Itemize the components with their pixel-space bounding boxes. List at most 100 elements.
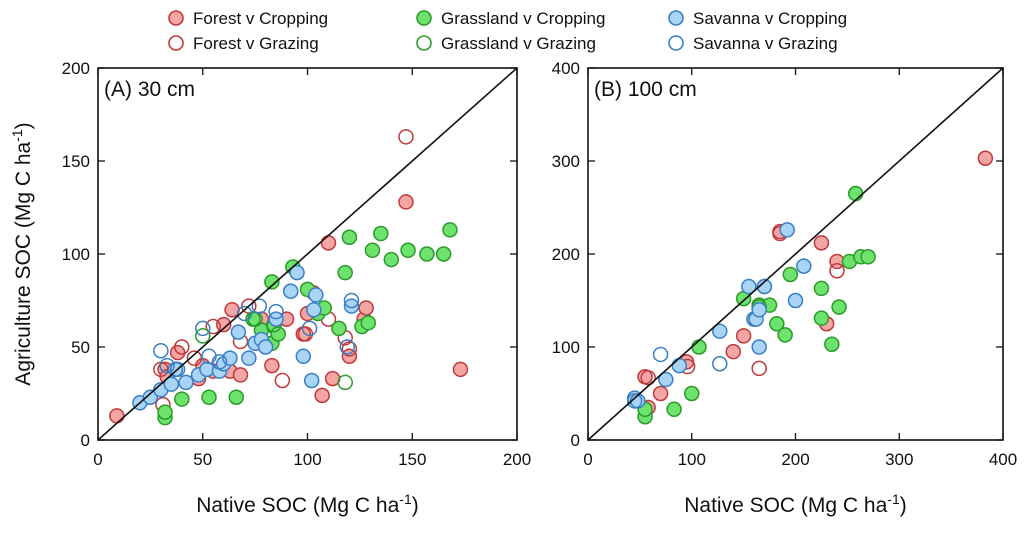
one-to-one-line [97, 67, 518, 441]
data-point [205, 318, 221, 335]
data-point [442, 222, 458, 238]
panel-title: (A) 30 cm [104, 78, 195, 101]
data-point [224, 302, 240, 318]
data-point [671, 357, 688, 374]
data-point [195, 320, 211, 337]
data-point [232, 367, 249, 383]
data-point [796, 258, 812, 274]
one-to-one-line [587, 67, 1004, 441]
x-tick-label: 400 [989, 450, 1017, 469]
data-point [236, 305, 253, 322]
x-tick-label: 300 [885, 450, 913, 469]
legend: Forest v Cropping Forest v Grazing Grassla… [168, 9, 847, 53]
data-point [373, 225, 389, 242]
data-point [142, 389, 159, 405]
y-tick-label: 0 [81, 431, 90, 450]
data-point [860, 249, 876, 265]
data-point [756, 278, 773, 295]
data-point [626, 393, 643, 409]
data-point [712, 355, 728, 372]
data-point [779, 222, 795, 238]
legend-marker [416, 10, 432, 26]
legend-marker [416, 35, 432, 51]
legend-label: Grassland v Cropping [441, 9, 605, 28]
data-point [343, 292, 360, 309]
x-tick-label: 200 [781, 450, 809, 469]
data-point [364, 242, 381, 259]
y-axis-label-main: Agriculture SOC (Mg C ha [12, 141, 35, 385]
legend-label: Savanna v Grazing [693, 34, 838, 53]
data-point [640, 369, 656, 386]
data-point [658, 371, 674, 388]
data-point [251, 298, 268, 314]
data-point [199, 361, 215, 378]
x-tick-label: 100 [678, 450, 706, 469]
data-point [274, 372, 291, 389]
data-point [186, 350, 203, 366]
y-axis-label-sup: -1 [9, 129, 25, 142]
data-point [341, 229, 358, 246]
data-point [751, 360, 767, 377]
data-point [398, 194, 414, 210]
y-tick-label: 300 [552, 152, 580, 171]
data-point [652, 385, 669, 402]
y-tick-label: 50 [71, 338, 90, 357]
data-point [264, 357, 280, 374]
x-tick-label: 200 [503, 450, 531, 469]
data-point [306, 302, 322, 318]
data-point [297, 326, 314, 342]
x-tick-label: 0 [583, 450, 592, 469]
x-axis-label: Native SOC (Mg C ha-1) [684, 491, 907, 517]
data-point [201, 389, 217, 405]
data-point [324, 370, 341, 387]
data-point [331, 320, 347, 337]
legend-label: Forest v Cropping [193, 9, 328, 28]
data-point [241, 350, 257, 366]
legend-marker [168, 35, 184, 51]
data-point [751, 302, 767, 318]
data-point [691, 339, 707, 355]
data-point [211, 354, 228, 370]
plot-frame [97, 67, 518, 441]
data-point [977, 150, 994, 166]
data-point [308, 287, 324, 303]
data-point [282, 283, 299, 299]
legend-marker [168, 10, 184, 26]
y-axis-label-end: ) [12, 122, 35, 129]
data-point [666, 401, 682, 418]
data-point [829, 262, 845, 279]
panel-a: 0 50 100 150 200 0 50 100 150 200 (A) 30 cm Native … [62, 59, 532, 517]
data-point [847, 185, 864, 202]
x-axis-label: Native SOC (Mg C ha-1) [196, 491, 419, 517]
data-point [383, 251, 400, 268]
y-axis-label: Agriculture SOC (Mg C ha-1) [9, 122, 35, 385]
legend-label: Savanna v Cropping [693, 9, 847, 28]
data-point [360, 315, 377, 331]
data-point [337, 264, 353, 281]
y-tick-label: 400 [552, 59, 580, 78]
data-point [301, 320, 318, 337]
panel-b: 0 100 200 300 400 0 100 200 300 400 (B) 100 cm Nati… [552, 59, 1018, 517]
data-point [337, 374, 353, 391]
data-point [320, 235, 337, 251]
data-point [268, 303, 284, 320]
data-point [228, 389, 245, 405]
data-point [400, 242, 416, 259]
x-tick-label: 150 [398, 450, 426, 469]
data-point [270, 326, 286, 342]
y-tick-label: 100 [552, 338, 580, 357]
data-point [787, 292, 804, 309]
data-point [813, 280, 830, 297]
data-point [725, 343, 741, 360]
legend-marker [668, 10, 684, 26]
y-tick-label: 100 [62, 245, 90, 264]
data-point [230, 324, 247, 340]
data-point [452, 361, 469, 378]
data-point [741, 278, 757, 295]
data-point [341, 341, 358, 357]
legend-label: Grassland v Grazing [441, 34, 596, 53]
data-point [398, 129, 414, 145]
data-point [163, 376, 180, 392]
x-tick-label: 0 [93, 450, 102, 469]
plot-frame [587, 67, 1004, 441]
